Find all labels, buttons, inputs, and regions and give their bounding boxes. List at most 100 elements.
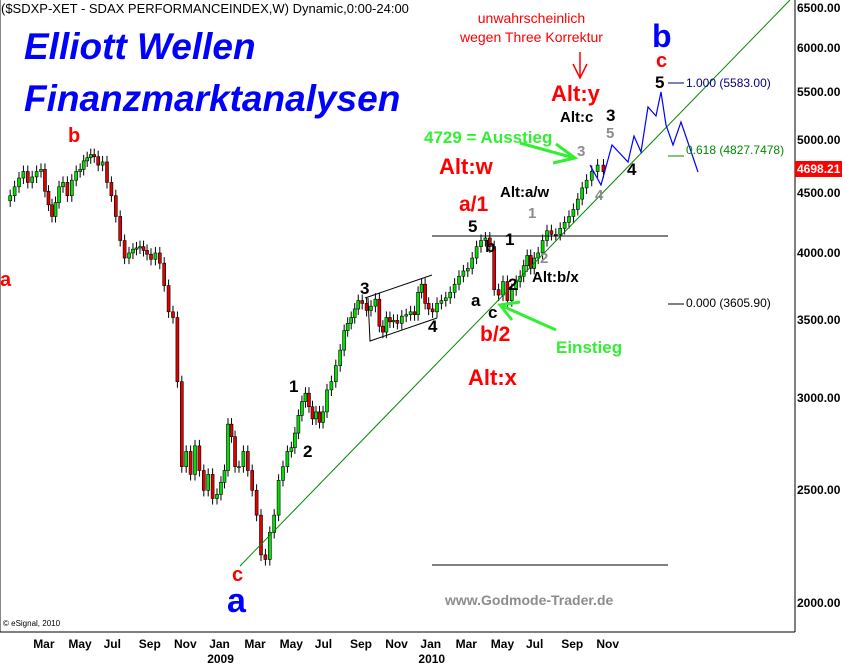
candle-up	[419, 283, 424, 293]
candle-down	[114, 195, 118, 217]
candle-down	[259, 514, 263, 556]
candle-up	[237, 466, 241, 468]
wave-label-b: b	[68, 125, 81, 147]
x-tick-label: Nov	[174, 637, 197, 651]
candle-up	[21, 171, 26, 179]
candle-down	[395, 320, 400, 324]
candle-up	[333, 365, 338, 382]
alt-c-label: Alt:c	[560, 109, 594, 126]
candle-up	[206, 474, 210, 491]
y-tick-label: 2000.00	[797, 596, 841, 610]
candle-up	[461, 270, 466, 277]
wave-label-5: 5	[468, 217, 478, 236]
candle-down	[92, 154, 97, 157]
candle-down	[175, 317, 180, 382]
alt-x-label: Alt:x	[468, 365, 517, 390]
candle-up	[131, 248, 135, 254]
alt-bx-label: Alt:b/x	[532, 269, 579, 286]
candle-up	[314, 411, 318, 420]
candle-down	[487, 237, 492, 247]
candle-up	[81, 160, 86, 170]
candle-up	[8, 195, 12, 202]
candle-down	[166, 285, 171, 313]
x-tick-label: Jul	[103, 637, 121, 651]
x-tick-label: May	[68, 637, 92, 651]
candle-down	[246, 451, 250, 471]
candle-up	[509, 289, 514, 301]
candle-up	[373, 298, 378, 307]
candle-up	[276, 480, 281, 516]
candle-up	[85, 157, 89, 162]
y-tick-label: 4500.00	[797, 186, 841, 201]
candle-up	[575, 198, 580, 210]
candle-up	[272, 514, 277, 533]
fib-label-1000: 1.000 (5583.00)	[686, 76, 771, 90]
candle-down	[197, 445, 202, 471]
candle-up	[525, 255, 530, 267]
wave-label-sub-1: 1	[505, 230, 515, 249]
candle-down	[96, 156, 100, 166]
candle-up	[325, 389, 329, 413]
candle-up	[30, 176, 35, 183]
entry-arrow	[497, 300, 557, 332]
wave-label-major-a: a	[227, 582, 246, 620]
x-tick-label: Nov	[385, 637, 408, 651]
candle-up	[342, 330, 346, 351]
x-year-label: 2010	[418, 652, 446, 665]
candle-down	[122, 240, 127, 259]
fib-label-0618: 0.618 (4827.7478)	[686, 143, 785, 157]
gray-wave-3: 3	[577, 143, 586, 160]
candle-up	[501, 281, 505, 296]
candle-down	[229, 423, 234, 438]
y-tick-label: 5000.00	[797, 133, 841, 148]
candle-up	[536, 252, 541, 259]
candle-down	[149, 253, 153, 260]
candle-down	[377, 298, 382, 327]
candle-up	[34, 171, 39, 178]
candle-down	[210, 474, 215, 499]
candle-up	[448, 292, 453, 299]
candle-down	[426, 303, 431, 310]
candle-up	[479, 240, 483, 247]
candle-down	[360, 300, 365, 304]
wave-label-sub-a: a	[471, 291, 481, 310]
candle-down	[263, 554, 268, 560]
wave-label-a: a	[0, 269, 12, 291]
brand-line-2: Finanzmarktanalysen	[24, 78, 401, 119]
chart-title: ($SDXP-XET - SDAX PERFORMANCEINDEX,W) Dy…	[1, 1, 409, 16]
candle-up	[70, 179, 74, 197]
candle-up	[39, 169, 43, 172]
candle-up	[470, 257, 475, 269]
alt-y-label: Alt:y	[551, 81, 600, 106]
candle-down	[25, 171, 30, 183]
candle-up	[281, 466, 285, 481]
candle-up	[296, 415, 301, 434]
candle-down	[254, 490, 259, 516]
x-tick-label: Mar	[33, 637, 55, 651]
candle-up	[241, 451, 246, 467]
channel-upper-line	[364, 274, 433, 299]
candle-up	[215, 494, 219, 499]
candle-up	[329, 381, 334, 391]
candle-up	[356, 300, 361, 310]
candle-down	[141, 246, 146, 251]
candle-up	[88, 154, 93, 159]
candle-up	[443, 297, 448, 301]
wave-label-c: c	[232, 564, 244, 586]
candle-up	[399, 315, 404, 324]
x-tick-label: May	[279, 637, 303, 651]
candle-up	[369, 305, 373, 311]
candle-down	[158, 252, 162, 264]
candle-up	[540, 240, 545, 254]
candle-up	[78, 169, 82, 172]
candle-up	[345, 322, 350, 331]
candle-up	[595, 164, 600, 172]
channel-lower-line	[367, 297, 438, 342]
candle-up	[567, 216, 571, 223]
candle-up	[57, 186, 61, 203]
brand-line-1: Elliott Wellen	[24, 26, 256, 67]
candle-up	[558, 228, 563, 235]
candle-down	[364, 303, 369, 311]
x-tick-label: Mar	[244, 637, 266, 651]
candle-up	[12, 186, 17, 197]
